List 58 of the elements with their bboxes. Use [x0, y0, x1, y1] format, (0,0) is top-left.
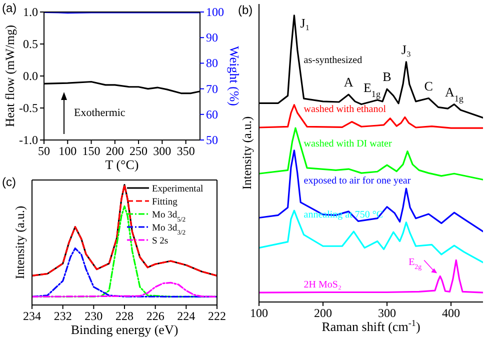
x-tick-label: 300 — [153, 144, 172, 158]
y2-tick-label: 100 — [206, 5, 224, 19]
legend-label: Experimental — [152, 184, 204, 194]
x-tick-label: 222 — [208, 309, 226, 323]
legend-label: Mo 3d$_{3/2}$ — [152, 224, 186, 236]
y-tick-label: -1.0 — [19, 133, 38, 147]
x-tick-label: 150 — [82, 144, 100, 158]
x-tick-label: 400 — [442, 306, 460, 320]
series-label: exposed to air for one year — [304, 176, 412, 187]
y2-axis-title: Weight (%) — [227, 46, 242, 106]
x-tick-label: 232 — [54, 309, 72, 323]
annotation: J₁ — [300, 15, 310, 30]
annotation: C — [424, 78, 433, 94]
y-tick-label: -0.5 — [19, 101, 38, 115]
series-label: washed with DI water — [304, 138, 392, 150]
x-axis-title: Raman shift (cm$^{-1}$) — [322, 318, 420, 334]
x-tick-label: 226 — [146, 309, 164, 323]
annotation: J₃ — [401, 42, 411, 57]
x-tick-label: 250 — [130, 144, 148, 158]
x-tick-label: 100 — [250, 306, 268, 320]
x-tick-label: 100 — [58, 144, 77, 158]
x-tick-label: 234 — [23, 309, 41, 323]
annotation: B — [382, 69, 392, 84]
x-tick-label: 200 — [314, 306, 332, 320]
y-tick-label: 1.0 — [23, 5, 38, 19]
legend-label: Fitting — [152, 198, 178, 208]
legend-label: S 2s — [152, 236, 168, 246]
y-axis-title: Intensity (a.u.) — [13, 206, 27, 280]
y2-tick-label: 60 — [206, 107, 218, 122]
x-tick-label: 230 — [84, 309, 103, 323]
x-axis-title: Binding energy (eV) — [70, 322, 178, 337]
y-axis-title: Intensity (a.u.) — [240, 116, 254, 190]
y-tick-label: 0.0 — [23, 69, 38, 83]
x-tick-label: 224 — [177, 309, 196, 323]
chart-title: (a) — [2, 1, 17, 15]
x-tick-label: 228 — [116, 309, 134, 323]
x-tick-label: 200 — [106, 144, 124, 158]
series-label: 2H MoS₂ — [304, 279, 342, 290]
annotation: E$_{2g}$ — [408, 257, 422, 272]
x-tick-label: 50 — [38, 144, 50, 158]
series-label: as-synthesized — [304, 55, 362, 66]
y2-tick-label: 50 — [206, 133, 218, 147]
chart-title: (b) — [238, 3, 253, 17]
series-label: washed with ethanol — [304, 104, 386, 116]
y-axis-title: Heat flow (mW/mg) — [3, 24, 17, 128]
y2-tick-label: 70 — [206, 82, 218, 96]
x-tick-label: 350 — [176, 144, 195, 158]
annotation: A — [344, 74, 354, 90]
x-tick-label: 300 — [378, 306, 396, 320]
chart-title: (c) — [2, 175, 16, 189]
y2-tick-label: 80 — [206, 56, 218, 70]
annotation: E$_{1g}$ — [363, 80, 381, 99]
annotation: A$_{1g}$ — [444, 84, 464, 104]
annotation: Exothermic — [74, 107, 126, 119]
y2-tick-label: 90 — [206, 30, 218, 45]
y-tick-label: 0.5 — [23, 37, 38, 51]
x-axis-title: T (°C) — [105, 157, 139, 172]
legend-label: Mo 3d$_{5/2}$ — [152, 210, 186, 223]
